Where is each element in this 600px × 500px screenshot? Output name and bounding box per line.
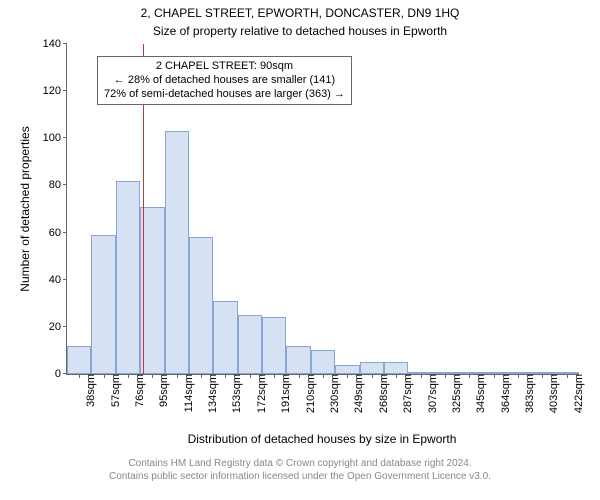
histogram-bar: [262, 317, 286, 374]
y-tick-label: 80: [49, 179, 67, 191]
x-tick-label: 95sqm: [152, 374, 170, 407]
y-tick-label: 120: [43, 85, 67, 97]
annotation-line2: ← 28% of detached houses are smaller (14…: [104, 74, 345, 88]
y-tick-label: 60: [49, 227, 67, 239]
annotation-line1: 2 CHAPEL STREET: 90sqm: [104, 60, 345, 74]
x-tick-label: 249sqm: [347, 374, 365, 413]
plot-area: 02040608010012014038sqm57sqm76sqm95sqm11…: [66, 44, 579, 375]
x-tick-label: 287sqm: [396, 374, 414, 413]
y-tick-label: 140: [43, 38, 67, 50]
x-tick-label: 57sqm: [104, 374, 122, 407]
chart-title-line1: 2, CHAPEL STREET, EPWORTH, DONCASTER, DN…: [0, 6, 600, 20]
x-tick-label: 383sqm: [518, 374, 536, 413]
histogram-bar: [189, 237, 213, 374]
y-axis-label: Number of detached properties: [18, 44, 32, 374]
x-tick-label: 403sqm: [542, 374, 560, 413]
footer-attribution: Contains HM Land Registry data © Crown c…: [0, 458, 600, 483]
x-tick-label: 38sqm: [79, 374, 97, 407]
histogram-bar: [360, 362, 384, 374]
x-tick-label: 422sqm: [567, 374, 585, 413]
x-tick-label: 114sqm: [177, 374, 195, 412]
x-tick-label: 230sqm: [323, 374, 341, 413]
histogram-bar: [91, 235, 115, 374]
x-tick-label: 76sqm: [128, 374, 146, 407]
y-tick-label: 20: [49, 321, 67, 333]
chart-title-line2: Size of property relative to detached ho…: [0, 24, 600, 38]
annotation-box: 2 CHAPEL STREET: 90sqm← 28% of detached …: [97, 56, 352, 105]
footer-line2: Contains public sector information licen…: [0, 471, 600, 484]
footer-line1: Contains HM Land Registry data © Crown c…: [0, 458, 600, 471]
histogram-bar: [213, 301, 237, 374]
x-axis-label: Distribution of detached houses by size …: [66, 432, 578, 446]
y-tick-label: 100: [43, 132, 67, 144]
histogram-bar: [67, 346, 91, 374]
x-tick-label: 134sqm: [201, 374, 219, 413]
histogram-bar: [116, 181, 140, 374]
chart-container: { "chart": { "type": "histogram", "title…: [0, 0, 600, 500]
y-tick-label: 40: [49, 274, 67, 286]
histogram-bar: [384, 362, 408, 374]
x-tick-label: 153sqm: [225, 374, 243, 413]
x-tick-label: 364sqm: [494, 374, 512, 413]
histogram-bar: [311, 350, 335, 374]
x-tick-label: 268sqm: [372, 374, 390, 413]
x-tick-label: 210sqm: [299, 374, 317, 413]
histogram-bar: [238, 315, 262, 374]
x-tick-label: 307sqm: [421, 374, 439, 413]
histogram-bar: [286, 346, 310, 374]
x-tick-label: 172sqm: [250, 374, 268, 413]
x-tick-label: 191sqm: [274, 374, 292, 413]
x-tick-label: 325sqm: [445, 374, 463, 413]
histogram-bar: [165, 131, 189, 374]
y-tick-label: 0: [55, 368, 67, 380]
annotation-line3: 72% of semi-detached houses are larger (…: [104, 88, 345, 102]
histogram-bar: [335, 365, 359, 374]
x-tick-label: 345sqm: [469, 374, 487, 413]
